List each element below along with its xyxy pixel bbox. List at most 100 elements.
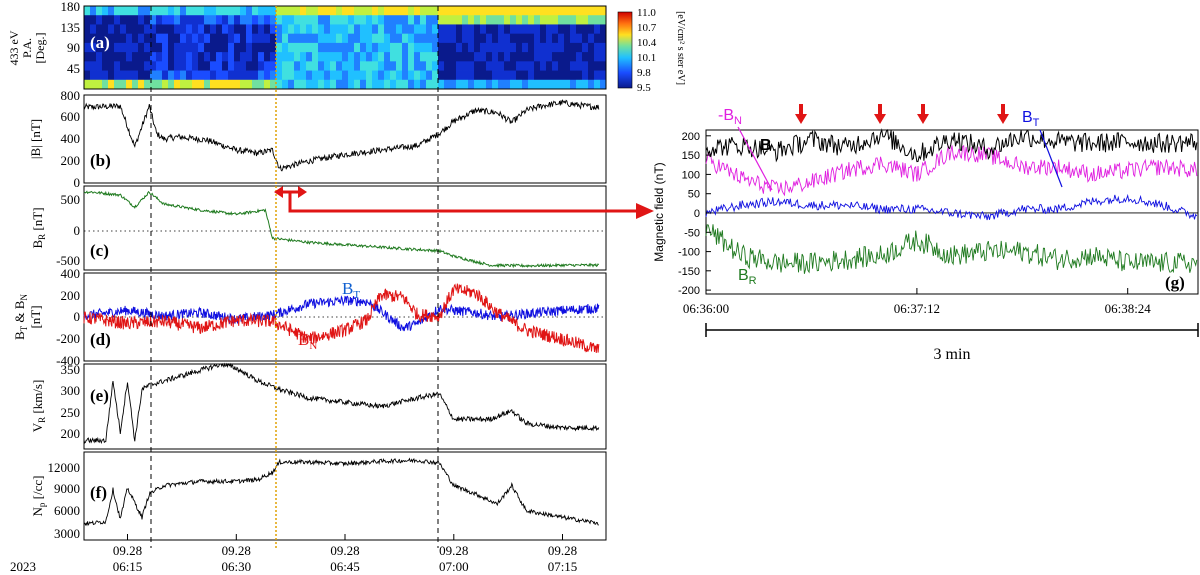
heatmap-cell [480,70,487,81]
heatmap-cell [162,70,169,81]
heatmap-cell [198,52,205,62]
heatmap-cell [348,52,355,62]
heatmap-cell [594,79,601,89]
heatmap-cell [348,42,355,53]
heatmap-cell [252,79,259,89]
panel-e-label: (e) [90,386,109,405]
heatmap-cell [222,15,229,25]
heatmap-cell [582,33,589,44]
heatmap-cell [156,61,163,71]
heatmap-cell [492,6,499,16]
zoom-connector-arrowhead [636,203,654,219]
heatmap-cell [546,61,553,71]
heatmap-cell [438,79,445,89]
heatmap-cell [204,79,211,89]
heatmap-cell [558,70,565,81]
heatmap-cell [222,33,229,44]
heatmap-cell [96,24,103,35]
colorbar-tick: 11.0 [637,7,656,19]
heatmap-cell [96,15,103,25]
heatmap-cell [558,33,565,44]
heatmap-cell [570,52,577,62]
heatmap-cell [432,33,439,44]
heatmap-cell [192,33,199,44]
heatmap-cell [480,15,487,25]
heatmap-cell [138,33,145,44]
heatmap-cell [360,15,367,25]
panel-b-tick: 400 [61,131,81,146]
heatmap-cell [216,52,223,62]
heatmap-cell [372,70,379,81]
heatmap-cell [168,42,175,53]
heatmap-cell [162,24,169,35]
heatmap-cell [306,52,313,62]
heatmap-cell [162,42,169,53]
heatmap-cell [330,42,337,53]
heatmap-cell [216,70,223,81]
heatmap-cell [150,52,157,62]
heatmap-cell [162,79,169,89]
heatmap-cell [438,6,445,16]
heatmap-cell [498,24,505,35]
heatmap-cell [210,6,217,16]
label-bt-pointer [1039,129,1063,188]
heatmap-cell [588,79,595,89]
heatmap-cell [360,70,367,81]
time-tick-label: 07:15 [548,559,578,574]
panel-b-tick: 0 [74,175,81,190]
down-arrow [917,104,929,124]
heatmap-cell [516,24,523,35]
heatmap-cell [420,24,427,35]
heatmap-cell [570,24,577,35]
heatmap-cell [288,52,295,62]
heatmap-cell [186,33,193,44]
heatmap-cell [120,61,127,71]
heatmap-cell [444,15,451,25]
colorbar-tick: 10.4 [637,37,657,49]
heatmap-cell [138,61,145,71]
heatmap-cell [570,70,577,81]
heatmap-cell [174,70,181,81]
heatmap-cell [450,70,457,81]
heatmap-cell [582,15,589,25]
heatmap-cell [162,6,169,16]
heatmap-cell [102,52,109,62]
heatmap-cell [414,70,421,81]
panel-f-tick: 9000 [54,481,80,496]
heatmap-cell [378,70,385,81]
heatmap-cell [264,24,271,35]
duration-label: 3 min [934,346,971,363]
heatmap-cell [144,33,151,44]
heatmap-cell [546,33,553,44]
heatmap-cell [534,70,541,81]
heatmap-cell [498,52,505,62]
heatmap-cell [90,52,97,62]
heatmap-cell [540,79,547,89]
heatmap-cell [150,79,157,89]
heatmap-cell [444,24,451,35]
heatmap-cell [150,15,157,25]
heatmap-cell [516,6,523,16]
heatmap-cell [84,61,91,71]
heatmap-cell [276,70,283,81]
heatmap-cell [366,52,373,62]
heatmap-cell [480,52,487,62]
heatmap-cell [156,15,163,25]
panel-g-ytick-label: -200 [678,285,700,297]
heatmap-cell [420,33,427,44]
heatmap-cell [318,79,325,89]
colorbar-tick: 10.1 [637,52,656,64]
heatmap-cell [228,42,235,53]
time-tick-label: 09.28 [439,543,468,558]
heatmap-cell [576,15,583,25]
g-minus-bn-trace [705,144,1198,197]
heatmap-cell [384,70,391,81]
heatmap-cell [492,33,499,44]
heatmap-cell [270,24,277,35]
heatmap-cell [90,6,97,16]
heatmap-cell [576,70,583,81]
heatmap-cell [234,42,241,53]
heatmap-cell [420,61,427,71]
heatmap-cell [120,15,127,25]
panel-g-ytick-label: -100 [678,247,700,259]
